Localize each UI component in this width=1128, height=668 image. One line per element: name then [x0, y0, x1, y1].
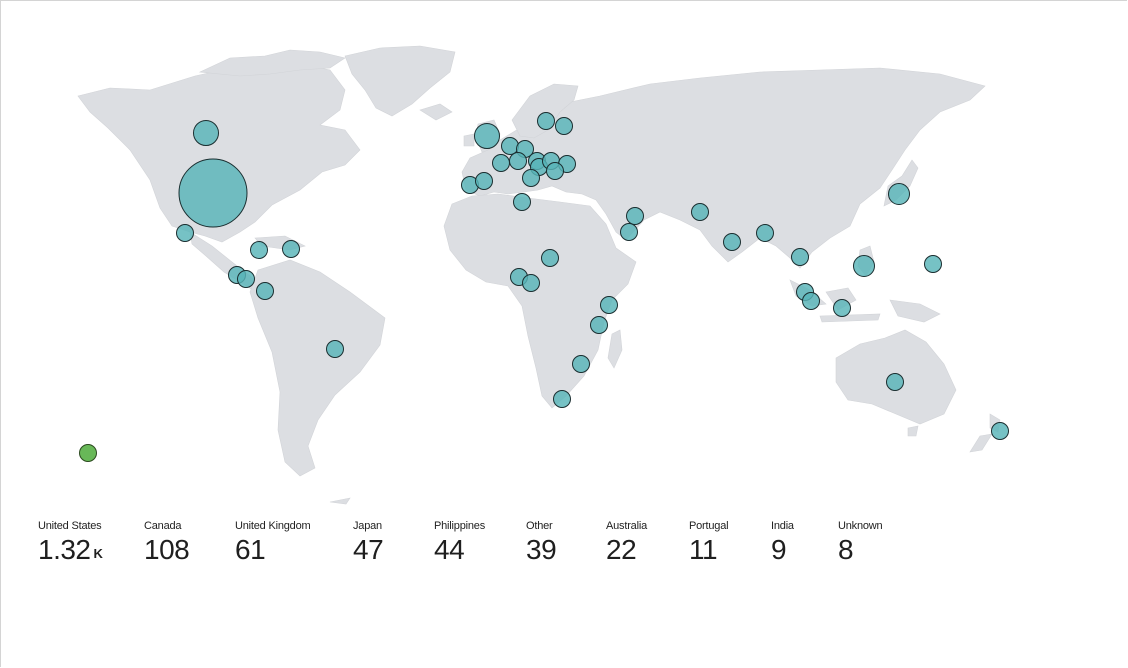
stat-value: 1.32 K [38, 534, 103, 570]
bubble-canada[interactable] [193, 120, 219, 146]
land-tasmania [907, 425, 919, 437]
bubble-netherlands[interactable] [501, 137, 519, 155]
bubble-new-zealand[interactable] [991, 422, 1009, 440]
stat-value: 9 [771, 534, 787, 565]
stat-value: 47 [353, 534, 384, 565]
stat-unit: K [93, 546, 103, 561]
bubble-thailand[interactable] [791, 248, 809, 266]
stat-label: Philippines [434, 520, 486, 532]
stat-label: Canada [144, 520, 182, 532]
land-madagascar [607, 329, 623, 369]
stat-value: 8 [838, 534, 854, 565]
bubble-pakistan[interactable] [691, 203, 709, 221]
bubble-bangladesh[interactable] [756, 224, 774, 242]
land-iceland [419, 103, 453, 121]
stat-label: Australia [606, 520, 647, 532]
stat-united-kingdom[interactable]: United Kingdom 61 [235, 520, 311, 566]
bubble-zimbabwe[interactable] [572, 355, 590, 373]
bubble-caribbean-1[interactable] [250, 241, 268, 259]
bubble-australia[interactable] [886, 373, 904, 391]
land-antarctic-sliver [329, 497, 351, 505]
stat-value: 22 [606, 534, 637, 565]
land-arctic-islands [198, 49, 346, 77]
country-stats-row: United States 1.32 K Canada 108 United Ki… [38, 520, 1098, 580]
bubble-italy[interactable] [522, 169, 540, 187]
stat-label: Portugal [689, 520, 729, 532]
bubble-layer[interactable] [176, 112, 1009, 440]
land-new-guinea [889, 299, 941, 323]
bubble-algeria[interactable] [513, 193, 531, 211]
bubble-france[interactable] [492, 154, 510, 172]
bubble-caribbean-2[interactable] [282, 240, 300, 258]
bubble-finland[interactable] [555, 117, 573, 135]
stat-unknown[interactable]: Unknown 8 [838, 520, 883, 566]
bubble-south-africa[interactable] [553, 390, 571, 408]
bubble-uae[interactable] [626, 207, 644, 225]
stat-value: 108 [144, 534, 190, 565]
stat-label: United Kingdom [235, 520, 311, 532]
stat-value: 61 [235, 534, 266, 565]
stat-label: India [771, 520, 794, 532]
stat-value: 39 [526, 534, 557, 565]
stat-label: Unknown [838, 520, 883, 532]
bubble-colombia[interactable] [256, 282, 274, 300]
bubble-oman[interactable] [620, 223, 638, 241]
stat-number: 1.32 [38, 534, 91, 565]
bubble-kenya[interactable] [600, 296, 618, 314]
bubble-nigeria-north[interactable] [541, 249, 559, 267]
bubble-philippines[interactable] [853, 255, 875, 277]
land-africa [443, 193, 637, 409]
stat-india[interactable]: India 9 [771, 520, 794, 566]
stat-japan[interactable]: Japan 47 [353, 520, 384, 566]
stat-value: 44 [434, 534, 465, 565]
stat-canada[interactable]: Canada 108 [144, 520, 190, 566]
stat-portugal[interactable]: Portugal 11 [689, 520, 729, 566]
bubble-tanzania[interactable] [590, 316, 608, 334]
stat-value: 11 [689, 534, 718, 565]
bubble-cameroon[interactable] [522, 274, 540, 292]
stat-label: United States [38, 520, 102, 532]
land-layer [77, 45, 1001, 505]
stat-label: Japan [353, 520, 382, 532]
stat-other[interactable]: Other 39 [526, 520, 557, 566]
bubble-indonesia[interactable] [833, 299, 851, 317]
bubble-spain[interactable] [475, 172, 493, 190]
world-map[interactable] [0, 0, 1128, 510]
bubble-central-america-2[interactable] [237, 270, 255, 288]
bubble-india[interactable] [723, 233, 741, 251]
bubble-hungary[interactable] [546, 162, 564, 180]
bubble-brazil[interactable] [326, 340, 344, 358]
bubble-switzerland[interactable] [509, 152, 527, 170]
legend-dot [79, 444, 97, 462]
stat-label: Other [526, 520, 553, 532]
bubble-mexico[interactable] [176, 224, 194, 242]
bubble-norway[interactable] [537, 112, 555, 130]
bubble-japan[interactable] [888, 183, 910, 205]
land-scandinavia [511, 83, 579, 139]
bubble-guam[interactable] [924, 255, 942, 273]
land-greenland [344, 45, 456, 117]
stat-australia[interactable]: Australia 22 [606, 520, 647, 566]
bubble-malaysia-2[interactable] [802, 292, 820, 310]
land-south-america [249, 259, 386, 477]
stat-united-states[interactable]: United States 1.32 K [38, 520, 103, 570]
bubble-united-states[interactable] [178, 158, 248, 228]
bubble-united-kingdom[interactable] [474, 123, 500, 149]
stat-philippines[interactable]: Philippines 44 [434, 520, 485, 566]
